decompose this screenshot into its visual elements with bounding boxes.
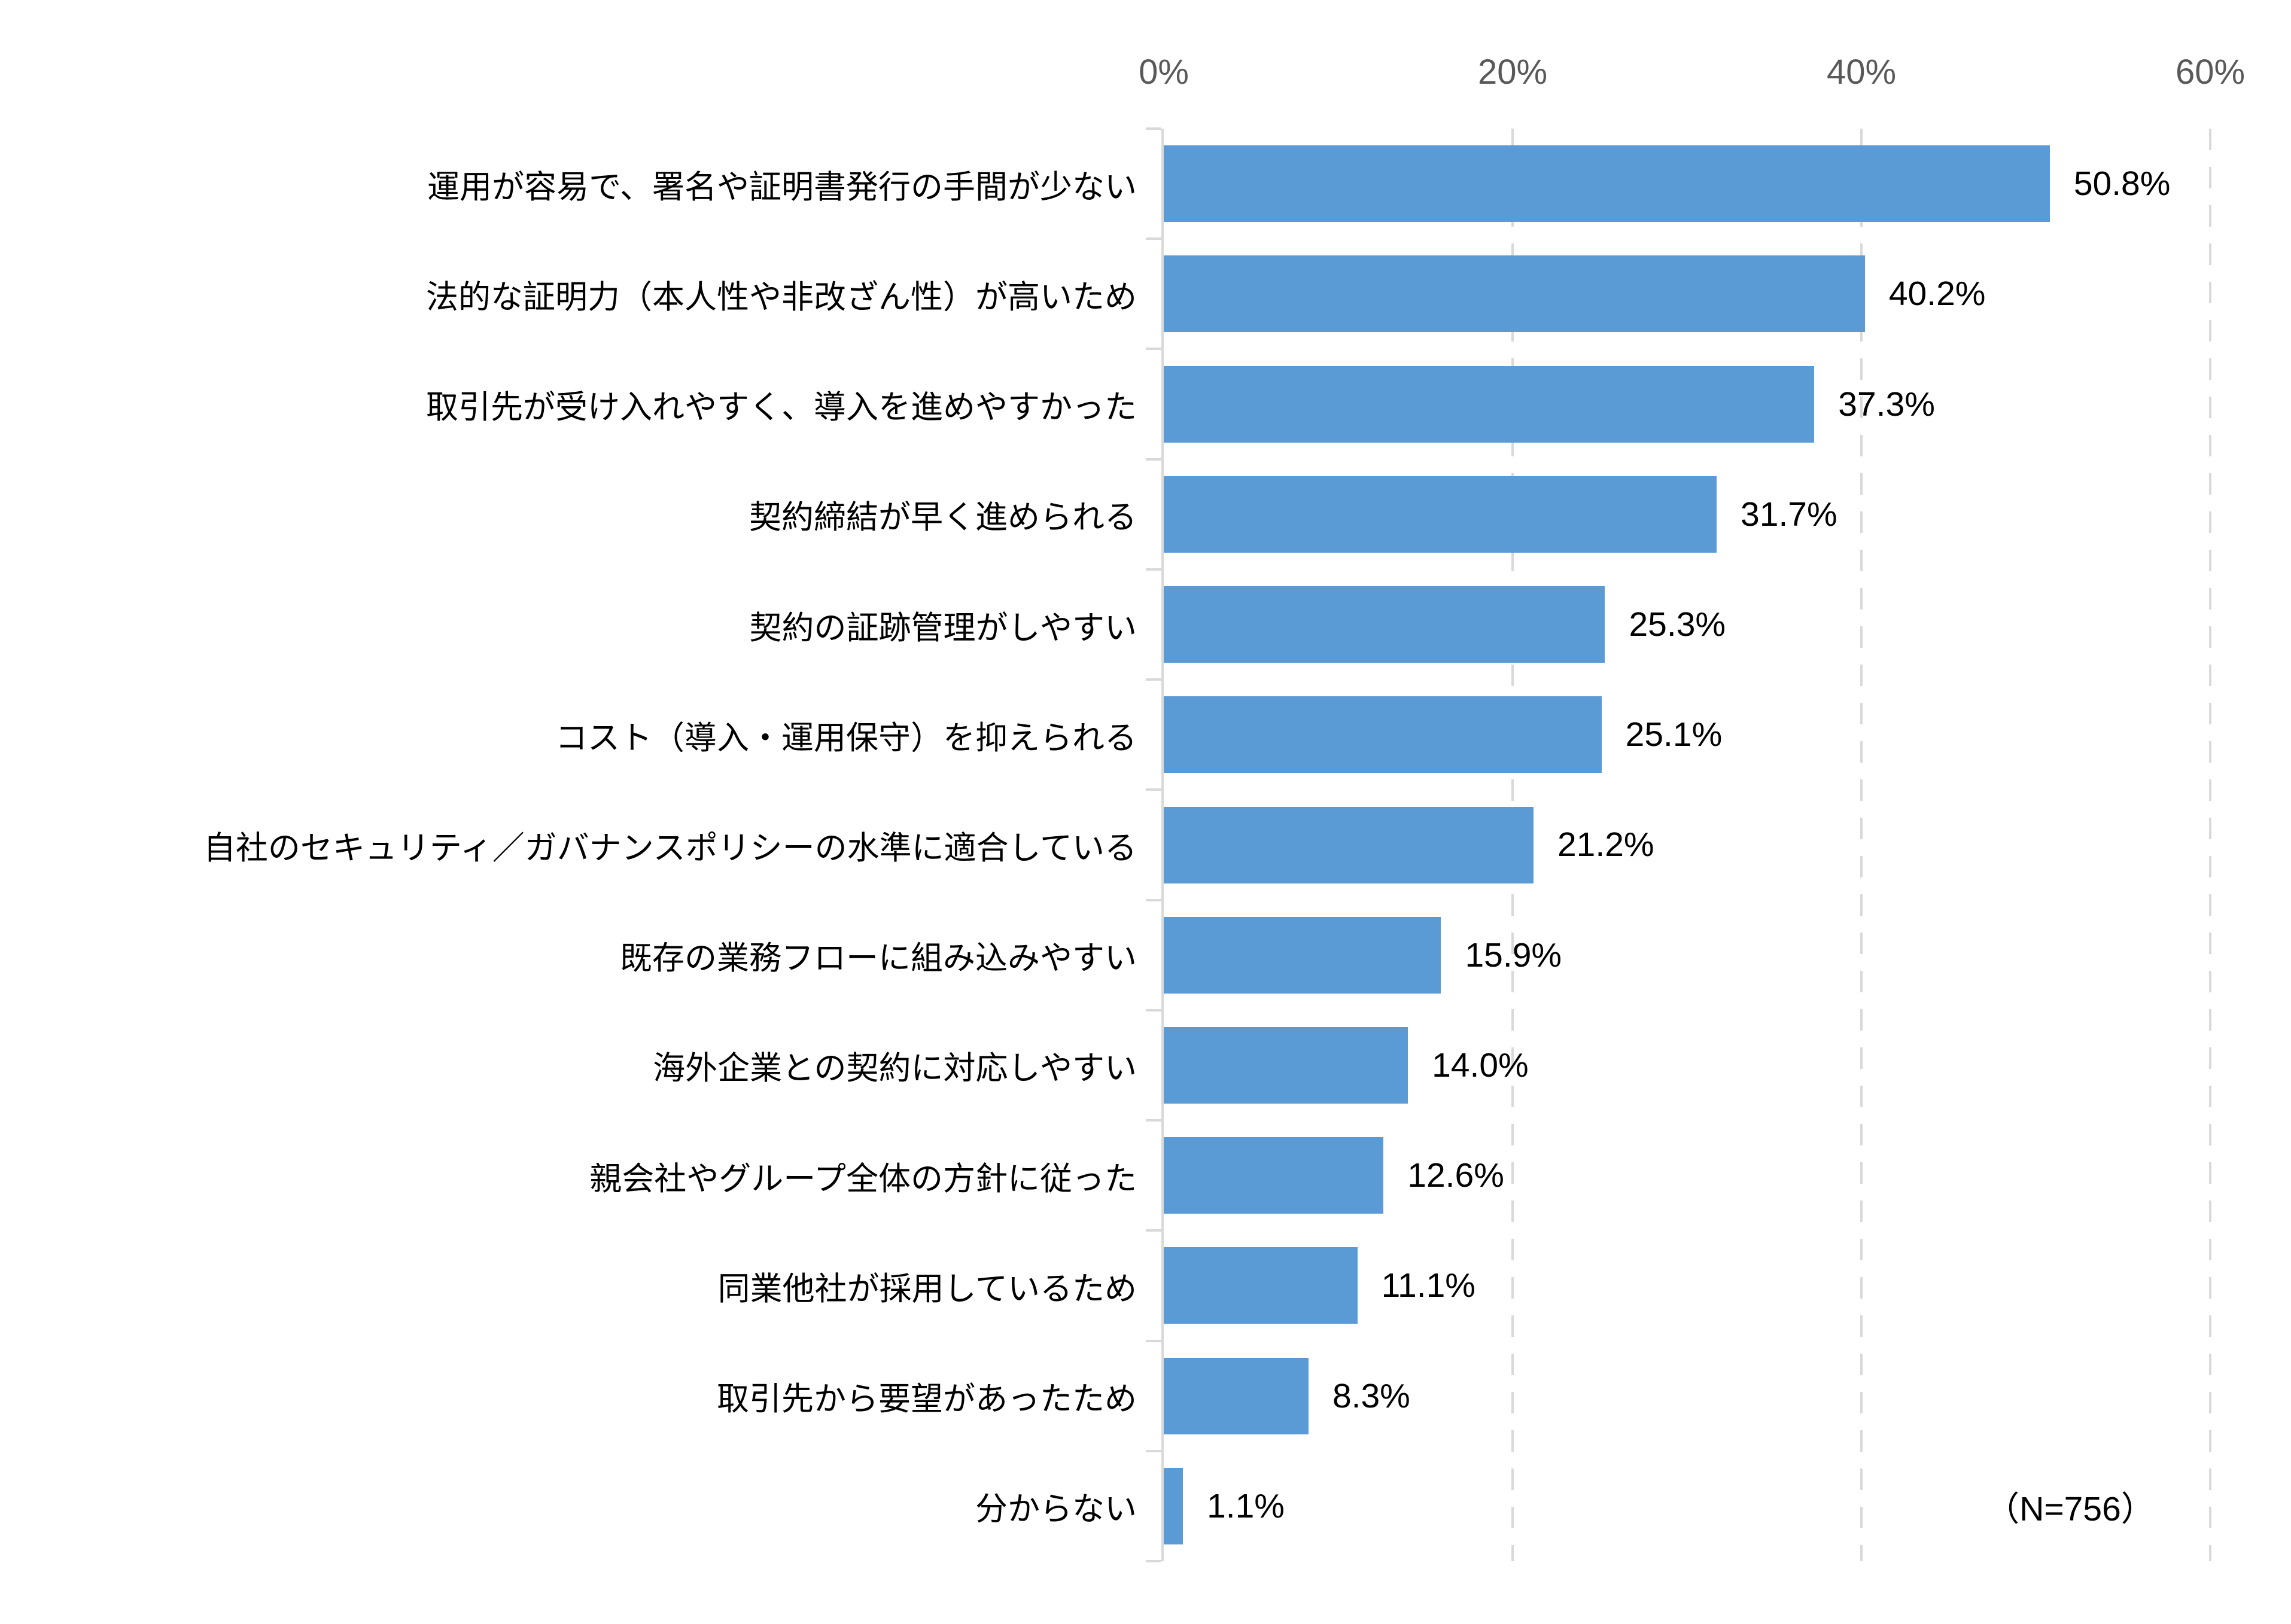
category-label: コスト（導入・運用保守）を抑えられる	[555, 720, 1137, 756]
category-axis-tick	[1146, 458, 1161, 461]
vertical-gridline	[2209, 129, 2211, 1561]
category-axis-tick	[1146, 127, 1161, 130]
x-axis-tick-label: 60%	[2175, 53, 2246, 92]
bar	[1164, 255, 1865, 333]
bar	[1164, 696, 1602, 773]
bar	[1164, 365, 1815, 443]
sample-size-annotation: （N=756）	[1985, 1489, 2155, 1528]
vertical-gridline	[1860, 129, 1863, 1561]
category-label: 運用が容易で、署名や証明書発行の手間が少ない	[427, 169, 1137, 205]
category-axis-tick	[1146, 348, 1161, 351]
value-label: 14.0%	[1432, 1046, 1529, 1084]
bar	[1164, 476, 1717, 553]
value-label: 37.3%	[1838, 385, 1935, 423]
bar	[1164, 1247, 1358, 1324]
category-axis-tick	[1146, 898, 1161, 901]
category-label: 契約の証跡管理がしやすい	[749, 610, 1137, 646]
value-label: 8.3%	[1332, 1376, 1410, 1415]
category-label: 取引先が受け入れやすく、導入を進めやすかった	[426, 389, 1137, 426]
bar	[1164, 586, 1605, 663]
category-label: 親会社やグループ全体の方針に従った	[589, 1160, 1137, 1197]
value-label: 11.1%	[1381, 1266, 1475, 1305]
x-axis-tick-label: 20%	[1477, 53, 1548, 92]
category-label: 取引先から要望があったため	[717, 1381, 1137, 1418]
value-label: 12.6%	[1407, 1156, 1504, 1195]
category-label: 法的な証明力（本人性や非改ざん性）が高いため	[426, 279, 1137, 315]
category-axis-tick	[1146, 1560, 1161, 1562]
value-label: 50.8%	[2073, 164, 2171, 203]
x-axis-tick-label: 0%	[1139, 53, 1189, 92]
bar	[1164, 1467, 1183, 1544]
category-axis-tick	[1146, 568, 1161, 571]
value-label: 1.1%	[1207, 1486, 1285, 1525]
category-label: 既存の業務フローに組み込みやすい	[620, 940, 1137, 977]
category-label: 契約締結が早く進められる	[749, 499, 1137, 536]
value-label: 25.3%	[1629, 605, 1726, 644]
category-axis-tick	[1146, 1449, 1161, 1452]
category-axis-line	[1161, 129, 1164, 1561]
category-label: 海外企業との契約に対応しやすい	[653, 1050, 1137, 1087]
value-label: 21.2%	[1557, 825, 1654, 864]
bar	[1164, 1357, 1309, 1434]
category-axis-tick	[1146, 678, 1161, 681]
bar	[1164, 806, 1534, 883]
x-axis-tick-label: 40%	[1826, 53, 1897, 92]
value-label: 25.1%	[1625, 715, 1723, 754]
category-label: 同業他社が採用しているため	[717, 1270, 1137, 1307]
category-label: 分からない	[975, 1491, 1137, 1528]
category-axis-tick	[1146, 1008, 1161, 1011]
category-axis-tick	[1146, 237, 1161, 240]
category-axis-tick	[1146, 1229, 1161, 1232]
value-label: 31.7%	[1741, 495, 1837, 534]
bar	[1164, 1137, 1384, 1214]
category-axis-tick	[1146, 1339, 1161, 1342]
bar	[1164, 145, 2050, 223]
bar	[1164, 916, 1441, 994]
category-axis-tick	[1146, 1119, 1161, 1122]
bar	[1164, 1026, 1408, 1104]
value-label: 15.9%	[1465, 936, 1562, 974]
category-axis-tick	[1146, 788, 1161, 791]
category-label: 自社のセキュリティ／ガバナンスポリシーの水準に適合している	[203, 830, 1137, 866]
value-label: 40.2%	[1888, 275, 1986, 313]
